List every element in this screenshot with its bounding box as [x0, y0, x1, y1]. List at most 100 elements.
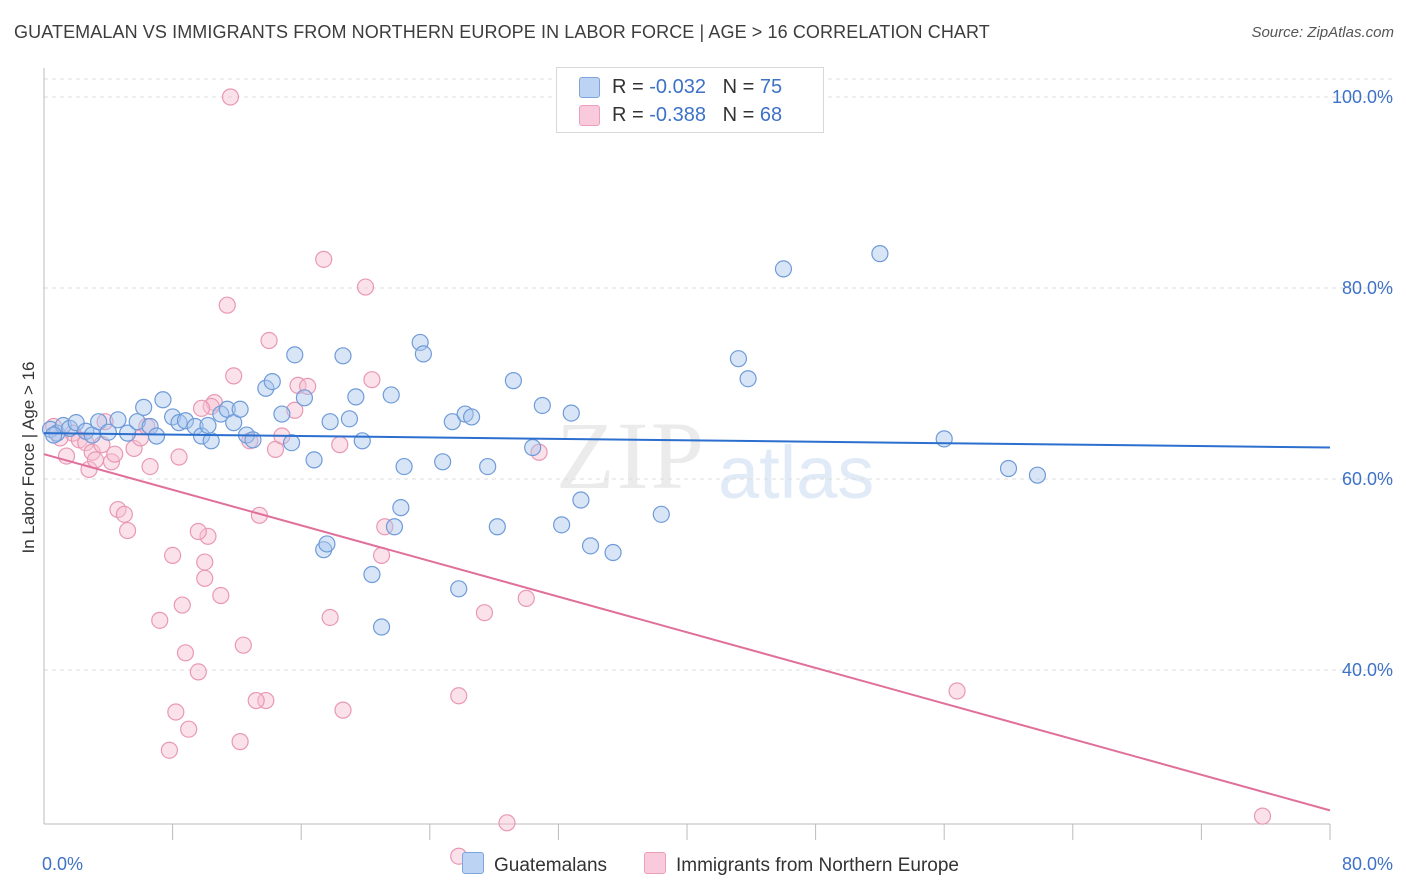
- data-point-immigrants: [218, 296, 236, 314]
- data-point-guatemalans: [774, 260, 793, 278]
- data-point-guatemalans: [286, 346, 304, 364]
- source-label: Source: ZipAtlas.com: [1251, 24, 1394, 41]
- data-point-immigrants: [164, 546, 182, 565]
- data-point-immigrants: [231, 733, 249, 751]
- data-point-guatemalans: [305, 451, 323, 469]
- data-point-immigrants: [286, 401, 304, 419]
- data-point-immigrants: [118, 521, 137, 540]
- data-point-guatemalans: [340, 410, 359, 428]
- data-point-guatemalans: [385, 518, 404, 536]
- data-point-guatemalans: [202, 432, 220, 450]
- data-point-guatemalans: [382, 386, 400, 404]
- data-point-guatemalans: [372, 618, 391, 636]
- data-point-immigrants: [234, 636, 252, 654]
- data-point-guatemalans: [192, 427, 211, 445]
- data-point-immigrants: [170, 448, 188, 466]
- data-point-guatemalans: [871, 245, 889, 263]
- correlation-legend: R = -0.032 N = 75 R = -0.388 N = 68: [556, 67, 824, 133]
- data-point-immigrants: [96, 413, 114, 431]
- data-point-immigrants: [315, 250, 333, 268]
- data-point-immigrants: [141, 457, 159, 476]
- data-point-guatemalans: [99, 423, 117, 441]
- data-point-guatemalans: [170, 414, 188, 432]
- data-point-guatemalans: [392, 499, 410, 517]
- data-point-immigrants: [363, 371, 381, 389]
- data-point-guatemalans: [321, 413, 339, 431]
- bottom-legend-label: Guatemalans: [494, 855, 608, 876]
- y-tick-label: 100.0%: [1332, 87, 1393, 107]
- data-point-guatemalans: [273, 405, 291, 423]
- data-point-immigrants: [331, 436, 349, 454]
- data-point-guatemalans: [479, 457, 497, 476]
- data-point-immigrants: [221, 88, 240, 106]
- data-point-immigrants: [376, 518, 394, 536]
- data-point-immigrants: [167, 703, 185, 721]
- data-point-guatemalans: [147, 427, 166, 445]
- y-tick-label: 60.0%: [1342, 469, 1393, 489]
- data-point-immigrants: [189, 663, 207, 681]
- data-point-immigrants: [321, 608, 339, 627]
- data-point-immigrants: [173, 596, 191, 614]
- data-point-guatemalans: [363, 565, 381, 584]
- data-point-guatemalans: [739, 370, 757, 388]
- y-tick-label: 40.0%: [1342, 660, 1393, 680]
- data-point-immigrants: [212, 586, 230, 605]
- tick-labels: 100.0% 80.0% 60.0% 40.0% 0.0% 80.0% In Labor F…: [19, 87, 1393, 874]
- data-point-guatemalans: [154, 391, 172, 409]
- data-point-guatemalans: [164, 408, 182, 426]
- data-point-immigrants: [1253, 807, 1272, 825]
- y-tick-label: 80.0%: [1342, 278, 1393, 298]
- data-point-guatemalans: [652, 505, 670, 523]
- watermark-atlas: atlas: [718, 431, 875, 514]
- data-point-immigrants: [260, 331, 278, 350]
- data-point-guatemalans: [999, 459, 1018, 478]
- legend-swatch-blue: [579, 77, 600, 98]
- chart-title: GUATEMALAN VS IMMIGRANTS FROM NORTHERN E…: [14, 22, 990, 42]
- data-point-guatemalans: [263, 372, 281, 391]
- data-point-guatemalans: [562, 404, 580, 422]
- data-point-immigrants: [196, 553, 214, 571]
- legend-text: R = -0.032 N = 75: [612, 76, 783, 98]
- series-immigrants-northern-europe: [45, 88, 1272, 865]
- grid-layer: [44, 78, 1394, 671]
- bottom-legend-swatch-blue: [462, 852, 484, 874]
- data-point-guatemalans: [282, 434, 301, 452]
- data-point-immigrants: [334, 701, 352, 719]
- data-point-guatemalans: [347, 388, 365, 406]
- data-point-immigrants: [106, 445, 124, 463]
- data-point-guatemalans: [353, 432, 371, 450]
- data-point-guatemalans: [135, 398, 153, 416]
- data-point-immigrants: [160, 741, 178, 759]
- trend-line-guatemalans: [43, 432, 1331, 449]
- data-point-guatemalans: [295, 389, 314, 407]
- bottom-legend-label: Immigrants from Northern Europe: [676, 855, 959, 876]
- data-point-guatemalans: [935, 430, 953, 448]
- axis-layer: [43, 68, 1331, 840]
- data-point-immigrants: [257, 691, 275, 710]
- data-point-guatemalans: [450, 580, 468, 598]
- data-point-immigrants: [86, 451, 105, 469]
- data-point-guatemalans: [504, 372, 522, 390]
- trend-lines: [43, 432, 1331, 812]
- data-point-immigrants: [498, 814, 516, 832]
- data-point-guatemalans: [581, 537, 600, 555]
- data-point-guatemalans: [244, 431, 262, 449]
- data-point-guatemalans: [231, 400, 249, 418]
- data-point-immigrants: [450, 687, 468, 705]
- data-point-guatemalans: [90, 413, 108, 431]
- bottom-legend-swatch-pink: [644, 852, 666, 874]
- data-point-immigrants: [948, 682, 966, 700]
- data-point-guatemalans: [533, 396, 551, 415]
- data-point-guatemalans: [45, 426, 63, 444]
- data-point-immigrants: [115, 505, 133, 523]
- data-point-immigrants: [356, 278, 375, 296]
- data-point-immigrants: [189, 522, 207, 541]
- data-point-guatemalans: [414, 345, 432, 363]
- data-point-guatemalans: [604, 543, 622, 562]
- data-point-immigrants: [247, 691, 265, 710]
- data-point-guatemalans: [334, 347, 352, 365]
- data-point-guatemalans: [318, 535, 336, 553]
- data-point-immigrants: [199, 527, 217, 545]
- bottom-legend-guatemalans: Guatemalans: [462, 852, 607, 877]
